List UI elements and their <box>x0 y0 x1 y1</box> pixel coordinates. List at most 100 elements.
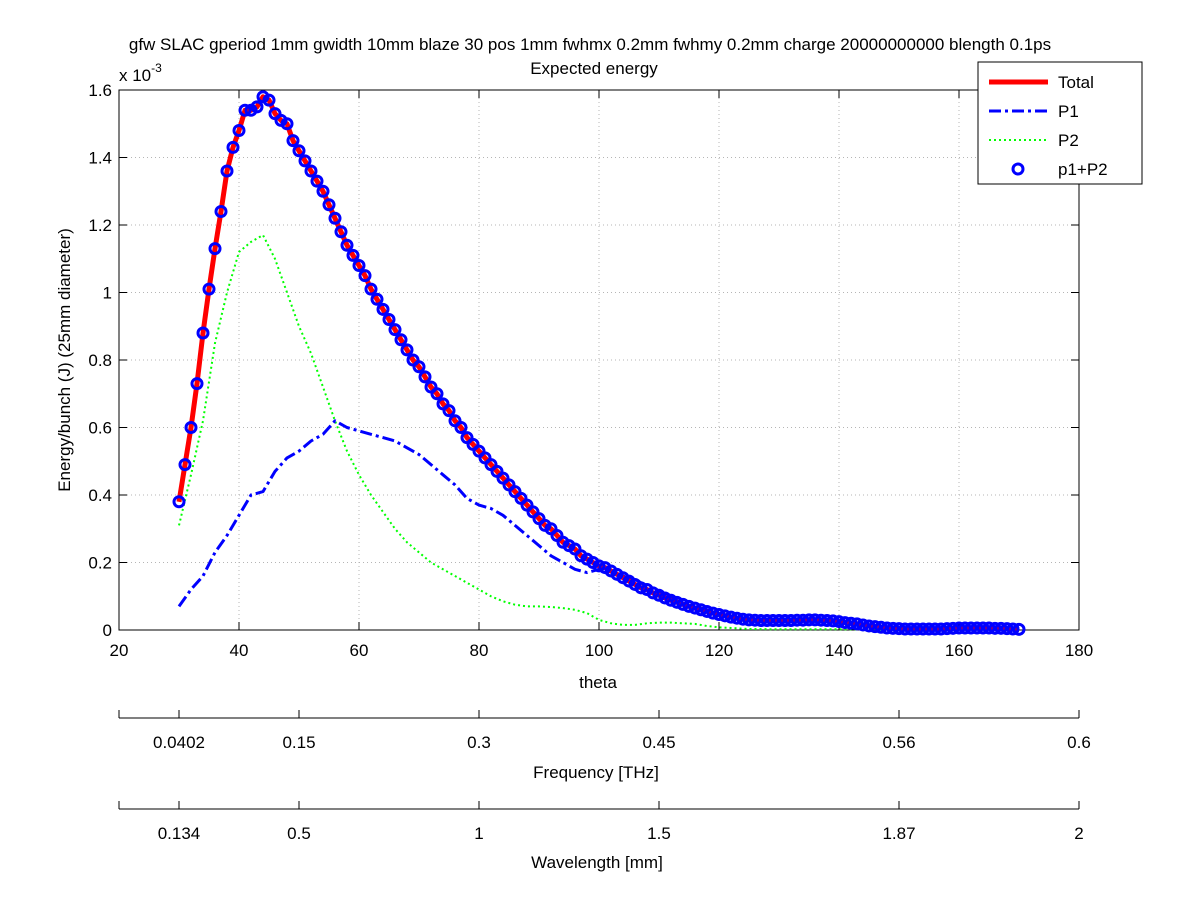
p1p2-marker <box>934 622 948 636</box>
p1p2-marker <box>988 621 1002 635</box>
y-tick-label: 0.4 <box>88 486 112 505</box>
p1p2-marker <box>1006 622 1020 636</box>
chart-title: gfw SLAC gperiod 1mm gwidth 10mm blaze 3… <box>129 35 1051 54</box>
p1p2-marker <box>286 134 300 148</box>
chart-subtitle: Expected energy <box>530 59 658 78</box>
p1p2-marker <box>226 140 240 154</box>
legend: Total P1 P2 p1+P2 <box>977 61 1143 185</box>
p1p2-marker <box>364 282 378 296</box>
p1p2-marker <box>964 621 978 635</box>
p1p2-marker <box>712 607 726 621</box>
p1p2-marker <box>376 302 390 316</box>
p1p2-marker <box>334 225 348 239</box>
p1p2-marker <box>220 164 234 178</box>
y-tick-label: 0.2 <box>88 554 112 573</box>
p1p2-marker <box>250 100 264 114</box>
p1p2-marker <box>784 614 798 628</box>
plot-series <box>172 90 1026 636</box>
p1p2-marker <box>400 343 414 357</box>
legend-p1-label: P1 <box>1058 102 1079 121</box>
frequency-tick-label: 0.45 <box>642 733 675 752</box>
y-tick-label: 1.4 <box>88 149 112 168</box>
p1p2-marker <box>826 614 840 628</box>
y-axis-label: Energy/bunch (J) (25mm diameter) <box>55 228 74 492</box>
p1p2-marker <box>310 174 324 188</box>
p1p2-marker <box>202 282 216 296</box>
p1p2-marker <box>688 601 702 615</box>
p1p2-marker <box>868 620 882 634</box>
p1p2-marker <box>970 621 984 635</box>
legend-p1p2-swatch <box>1011 162 1025 176</box>
p1p2-marker <box>976 621 990 635</box>
p1p2-marker <box>352 259 366 272</box>
p1p2-marker <box>742 613 756 627</box>
p1p2-marker <box>634 581 648 595</box>
p1p2-marker <box>196 326 210 340</box>
p1p2-marker <box>940 622 954 636</box>
p1p2-marker <box>724 610 738 624</box>
p1p2-marker <box>874 620 888 634</box>
p1p2-marker <box>214 205 228 218</box>
p1p2-marker <box>232 124 246 137</box>
p1p2-marker <box>850 617 864 631</box>
legend-total-label: Total <box>1058 73 1094 92</box>
p1p2-marker <box>442 404 456 418</box>
frequency-tick-label: 0.3 <box>467 733 491 752</box>
p1p2-marker <box>718 609 732 623</box>
p1p2-marker <box>304 164 318 178</box>
p1p2-marker <box>910 622 924 636</box>
wavelength-tick-label: 1.5 <box>647 824 671 843</box>
p1p2-marker <box>382 313 396 326</box>
p1p2-marker <box>322 198 336 212</box>
p1p2-marker <box>178 458 192 472</box>
x-tick-label: 160 <box>945 641 973 660</box>
x-axis-label: theta <box>579 673 617 692</box>
p1p2-marker <box>814 613 828 627</box>
wavelength-tick-label: 0.5 <box>287 824 311 843</box>
p1p2-marker <box>676 597 690 611</box>
y-tick-label: 1.2 <box>88 216 112 235</box>
x-tick-label: 80 <box>470 641 489 660</box>
x-tick-label: 140 <box>825 641 853 660</box>
p1p2-marker <box>832 615 846 629</box>
p1p2-marker <box>844 616 858 630</box>
frequency-axis-label: Frequency [THz] <box>533 763 659 782</box>
p1p2-marker <box>412 360 426 374</box>
p1p2-marker <box>430 387 444 401</box>
p1p2-marker <box>346 248 360 262</box>
p1p2-marker <box>1000 622 1014 636</box>
y-tick-label: 0.8 <box>88 351 112 370</box>
p1p2-marker <box>754 614 768 628</box>
p1p2-marker <box>682 599 696 613</box>
p1p2-marker <box>880 621 894 635</box>
p1p2-marker <box>928 622 942 636</box>
p1p2-marker <box>952 621 966 635</box>
p1p2-marker <box>892 622 906 636</box>
wavelength-tick-label: 0.134 <box>158 824 201 843</box>
p1p2-marker <box>292 144 306 158</box>
p1p2-marker <box>694 603 708 617</box>
p1p2-marker <box>772 614 786 628</box>
p1p2-marker <box>454 421 468 434</box>
p1p2-marker <box>298 154 312 168</box>
p1p2-marker <box>316 184 330 198</box>
p1p2-marker <box>748 613 762 627</box>
p1p2-marker <box>982 621 996 635</box>
p1p2-marker <box>730 611 744 625</box>
p1p2-marker <box>370 292 384 306</box>
p1p2-marker <box>778 614 792 628</box>
p1p2-marker <box>658 591 672 605</box>
frequency-tick-label: 0.6 <box>1067 733 1091 752</box>
y-exponent-power: -3 <box>151 61 162 75</box>
p1p2-marker <box>700 604 714 618</box>
p1p2-marker <box>766 614 780 628</box>
p1p2-marker <box>916 622 930 636</box>
wavelength-tick-label: 2 <box>1074 824 1083 843</box>
legend-p1p2-label: p1+P2 <box>1058 160 1108 179</box>
p1p2-marker <box>280 117 294 131</box>
p1p2-marker <box>184 421 198 434</box>
frequency-tick-label: 0.56 <box>882 733 915 752</box>
y-tick-label: 0 <box>103 621 112 640</box>
y-exponent: x 10-3 <box>119 61 162 85</box>
p1p2-marker <box>802 613 816 627</box>
